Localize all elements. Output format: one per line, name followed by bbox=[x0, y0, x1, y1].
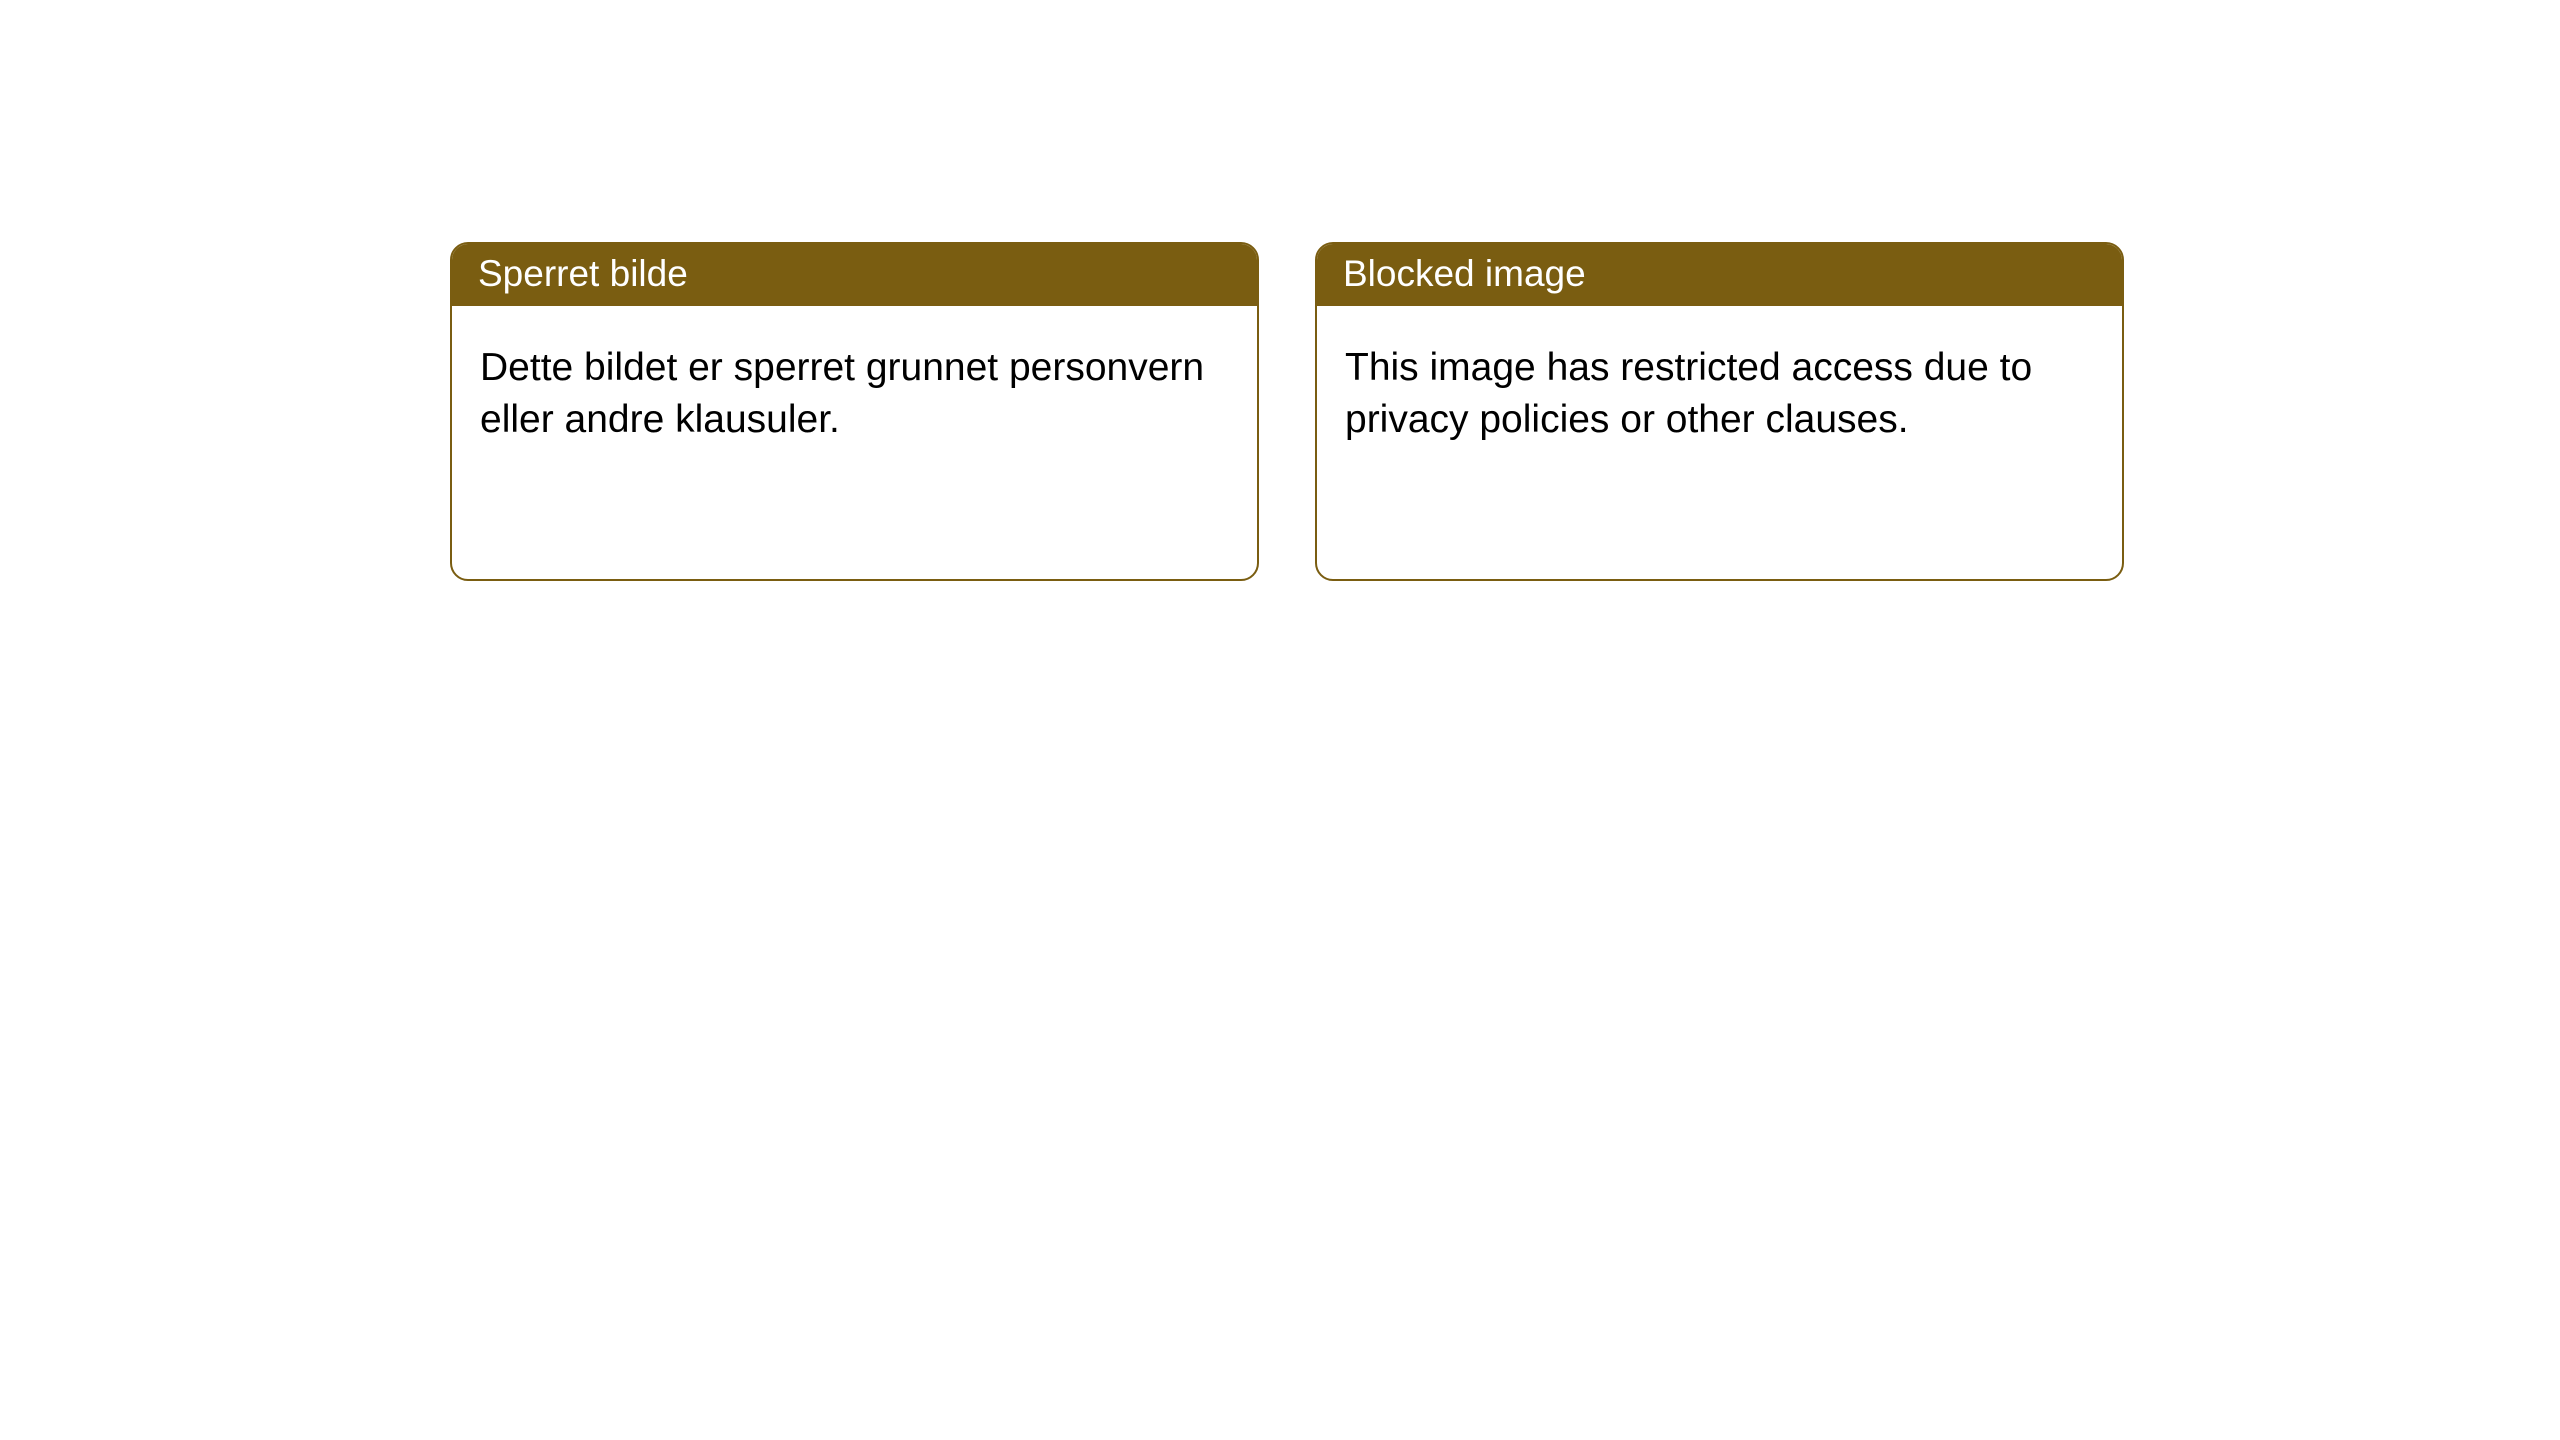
notice-body-english: This image has restricted access due to … bbox=[1317, 306, 2122, 474]
notice-box-english: Blocked image This image has restricted … bbox=[1315, 242, 2124, 581]
notice-title-norwegian: Sperret bilde bbox=[452, 244, 1257, 306]
notice-box-norwegian: Sperret bilde Dette bildet er sperret gr… bbox=[450, 242, 1259, 581]
notices-container: Sperret bilde Dette bildet er sperret gr… bbox=[0, 0, 2560, 581]
notice-body-norwegian: Dette bildet er sperret grunnet personve… bbox=[452, 306, 1257, 474]
notice-title-english: Blocked image bbox=[1317, 244, 2122, 306]
